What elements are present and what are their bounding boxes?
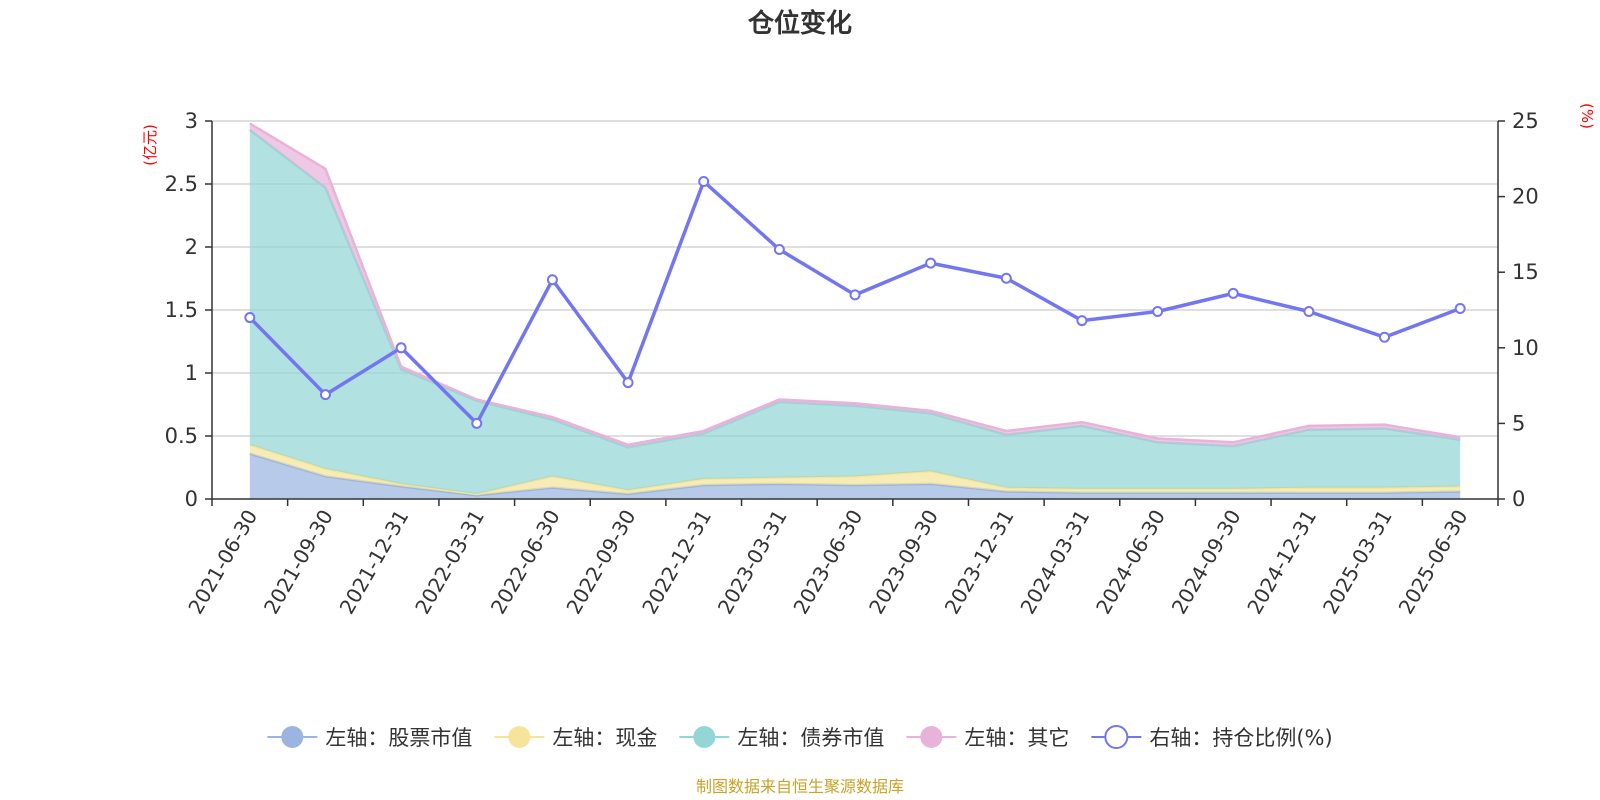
x-tick-label: 2024-12-31 bbox=[1242, 506, 1321, 619]
x-tick-label: 2021-06-30 bbox=[183, 506, 262, 619]
area-0 bbox=[249, 453, 1461, 499]
legend-label: 左轴：股票市值 bbox=[325, 726, 472, 750]
ratio-point bbox=[1152, 306, 1164, 318]
ratio-point bbox=[1227, 287, 1239, 299]
x-tick-label: 2021-12-31 bbox=[335, 506, 414, 619]
legend-marker bbox=[508, 726, 531, 748]
left-tick-label: 0.5 bbox=[165, 424, 198, 448]
area-2 bbox=[249, 129, 1461, 494]
x-tick-label: 2022-09-30 bbox=[561, 506, 640, 619]
right-axis-unit: (%) bbox=[1578, 103, 1596, 129]
area-1 bbox=[249, 444, 1461, 496]
ratio-point bbox=[773, 244, 785, 256]
x-tick-label: 2023-03-31 bbox=[713, 506, 792, 619]
legend-marker bbox=[693, 726, 716, 748]
left-tick-label: 3 bbox=[185, 109, 198, 133]
ratio-point bbox=[395, 342, 407, 354]
x-tick-label: 2024-06-30 bbox=[1091, 506, 1170, 619]
x-tick-label: 2022-03-31 bbox=[410, 506, 489, 619]
chart-title: 仓位变化 bbox=[747, 8, 852, 39]
right-tick-label: 25 bbox=[1512, 109, 1539, 133]
ratio-point bbox=[622, 377, 634, 389]
legend-item-0[interactable]: 左轴：股票市值 bbox=[267, 726, 472, 750]
legend-marker bbox=[1104, 725, 1129, 749]
x-tick-label: 2025-06-30 bbox=[1394, 506, 1473, 619]
x-tick-label: 2023-06-30 bbox=[788, 506, 867, 619]
ratio-point bbox=[1454, 302, 1466, 314]
left-axis-unit: (亿元) bbox=[141, 124, 159, 166]
ratio-point bbox=[471, 417, 483, 429]
x-tick-label: 2024-09-30 bbox=[1167, 506, 1246, 619]
x-tick-label: 2023-09-30 bbox=[864, 505, 943, 618]
legend: 左轴：股票市值 左轴：现金 左轴：债券市值 左轴：其它 右轴：持仓比例(%) bbox=[267, 725, 1333, 750]
right-tick-label: 5 bbox=[1512, 411, 1525, 435]
x-tick-label: 2022-06-30 bbox=[486, 506, 565, 619]
ratio-point bbox=[1076, 315, 1088, 327]
left-tick-label: 0 bbox=[185, 487, 198, 511]
ratio-line bbox=[244, 175, 1466, 429]
stacked-areas bbox=[249, 122, 1461, 499]
ratio-point bbox=[1303, 306, 1315, 318]
ratio-point bbox=[849, 289, 861, 301]
ratio-point bbox=[698, 175, 710, 187]
ratio-point bbox=[1379, 331, 1391, 343]
legend-marker bbox=[281, 726, 304, 748]
x-tick-label: 2022-12-31 bbox=[637, 506, 716, 619]
ratio-point bbox=[1000, 272, 1012, 284]
source-note: 制图数据来自恒生聚源数据库 bbox=[696, 777, 904, 796]
legend-marker bbox=[920, 726, 943, 748]
legend-item-3[interactable]: 左轴：其它 bbox=[906, 726, 1069, 750]
ratio-point bbox=[925, 257, 937, 269]
ratio-point bbox=[319, 389, 331, 401]
left-tick-label: 2 bbox=[185, 235, 198, 259]
ratio-point bbox=[546, 274, 558, 286]
left-tick-label: 2.5 bbox=[165, 172, 198, 196]
x-tick-label: 2021-09-30 bbox=[259, 506, 338, 619]
legend-item-4[interactable]: 右轴：持仓比例(%) bbox=[1091, 725, 1333, 750]
legend-item-2[interactable]: 左轴：债券市值 bbox=[679, 726, 884, 750]
x-tick-label: 2023-12-31 bbox=[940, 506, 1019, 619]
right-tick-label: 0 bbox=[1512, 487, 1525, 511]
legend-label: 右轴：持仓比例(%) bbox=[1149, 726, 1332, 750]
left-tick-label: 1.5 bbox=[165, 298, 198, 322]
legend-label: 左轴：债券市值 bbox=[737, 726, 884, 750]
legend-label: 左轴：其它 bbox=[964, 726, 1069, 750]
x-tick-label: 2025-03-31 bbox=[1318, 506, 1397, 619]
legend-label: 左轴：现金 bbox=[552, 726, 657, 750]
area-edge-3 bbox=[249, 122, 1461, 447]
right-tick-label: 20 bbox=[1512, 185, 1539, 209]
ratio-point bbox=[244, 312, 256, 324]
legend-item-1[interactable]: 左轴：现金 bbox=[494, 726, 657, 750]
right-tick-label: 10 bbox=[1512, 336, 1539, 360]
left-tick-label: 1 bbox=[185, 361, 198, 385]
right-tick-label: 15 bbox=[1512, 260, 1539, 284]
x-tick-label: 2024-03-31 bbox=[1015, 506, 1094, 619]
